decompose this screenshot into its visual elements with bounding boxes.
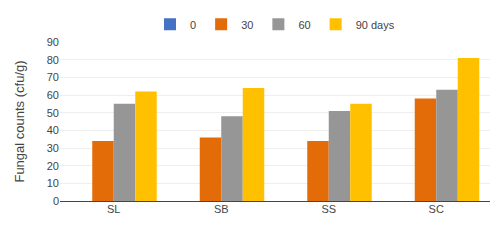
svg-text:70: 70 xyxy=(47,71,59,83)
svg-text:60: 60 xyxy=(298,19,310,31)
svg-text:10: 10 xyxy=(47,177,59,189)
svg-text:Fungal counts (cfu/g): Fungal counts (cfu/g) xyxy=(12,60,27,182)
svg-text:20: 20 xyxy=(47,160,59,172)
svg-text:0: 0 xyxy=(53,195,59,207)
svg-text:50: 50 xyxy=(47,107,59,119)
svg-text:SS: SS xyxy=(321,203,336,215)
svg-text:SC: SC xyxy=(429,203,444,215)
svg-text:80: 80 xyxy=(47,54,59,66)
svg-text:SB: SB xyxy=(214,203,229,215)
svg-text:40: 40 xyxy=(47,124,59,136)
svg-text:30: 30 xyxy=(241,19,253,31)
svg-text:60: 60 xyxy=(47,89,59,101)
svg-text:30: 30 xyxy=(47,142,59,154)
svg-text:SL: SL xyxy=(107,203,120,215)
svg-text:90 days: 90 days xyxy=(356,19,395,31)
svg-text:90: 90 xyxy=(47,36,59,48)
svg-text:0: 0 xyxy=(190,19,196,31)
